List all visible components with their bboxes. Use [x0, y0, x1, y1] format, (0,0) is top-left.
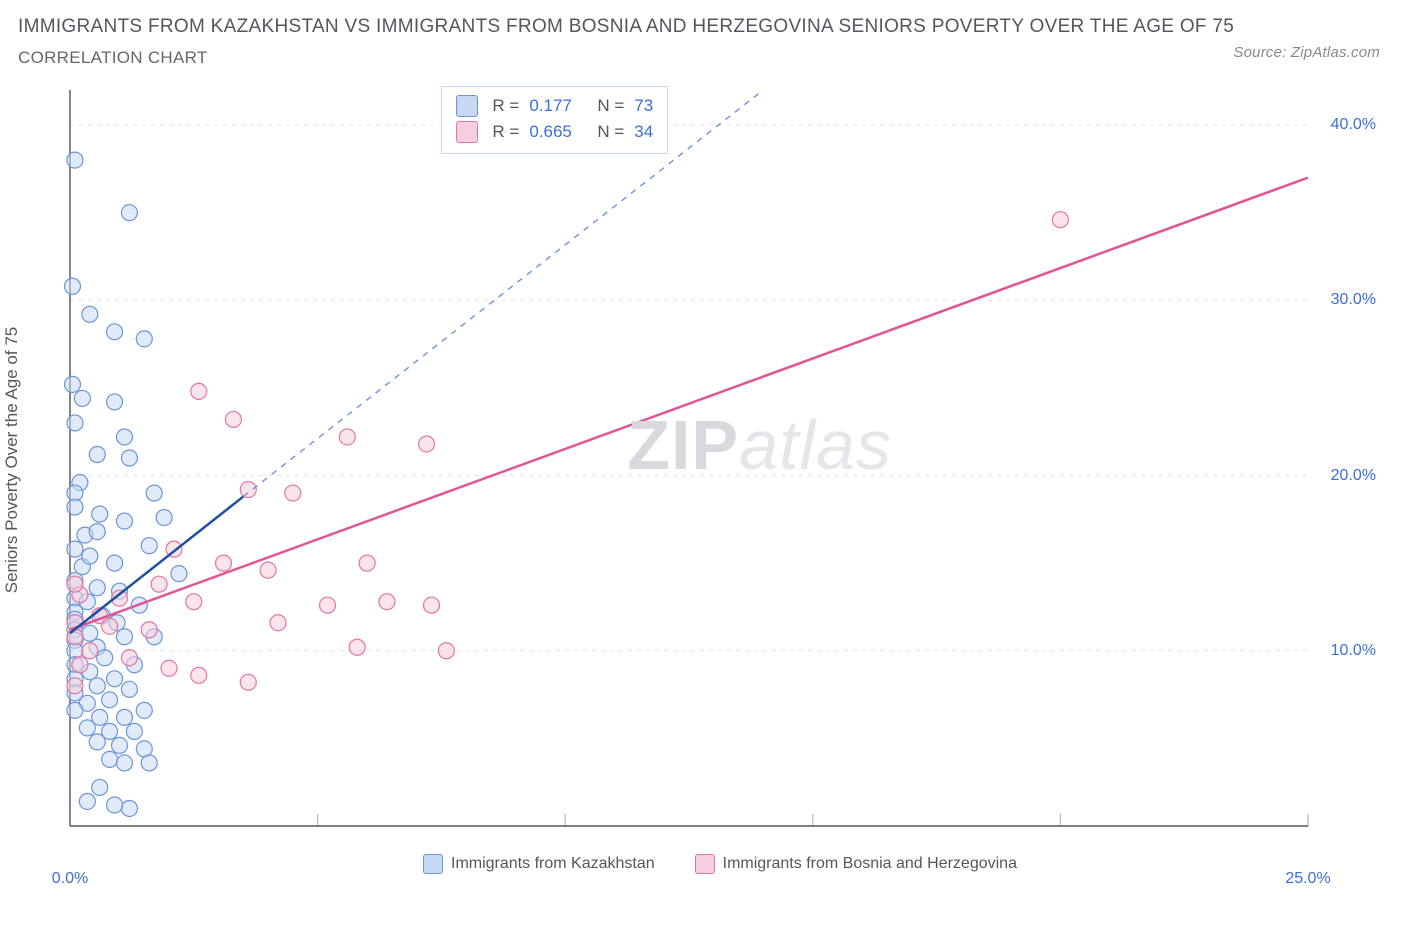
stats-row: R = 0.665 N = 34: [456, 119, 653, 145]
y-tick-label: 20.0%: [1331, 467, 1376, 485]
legend-item: Immigrants from Bosnia and Herzegovina: [695, 854, 1017, 874]
stats-n-value: 34: [634, 119, 653, 145]
legend-label: Immigrants from Kazakhstan: [451, 855, 655, 873]
stats-r-value: 0.177: [529, 93, 587, 119]
page-title: IMMIGRANTS FROM KAZAKHSTAN VS IMMIGRANTS…: [18, 16, 1234, 38]
stats-r-label: R =: [492, 119, 519, 145]
source-label: Source:: [1233, 44, 1286, 61]
correlation-stats-box: R = 0.177 N = 73 R = 0.665 N = 34: [441, 86, 668, 154]
legend-swatch: [695, 854, 715, 874]
y-axis-label: Seniors Poverty Over the Age of 75: [2, 327, 22, 593]
y-tick-label: 40.0%: [1331, 116, 1376, 134]
plot-svg: [60, 82, 1380, 872]
legend-swatch: [423, 854, 443, 874]
y-tick-label: 30.0%: [1331, 291, 1376, 309]
legend-bottom: Immigrants from Kazakhstan Immigrants fro…: [60, 854, 1380, 874]
stats-n-label: N =: [597, 119, 624, 145]
series-swatch: [456, 121, 478, 143]
legend-label: Immigrants from Bosnia and Herzegovina: [723, 855, 1017, 873]
stats-r-label: R =: [492, 93, 519, 119]
legend-item: Immigrants from Kazakhstan: [423, 854, 655, 874]
source-value: ZipAtlas.com: [1291, 44, 1380, 61]
scatter-plot: ZIPatlas R =0.177N =73R =0.665N =34 10.0…: [60, 82, 1380, 872]
stats-r-value: 0.665: [529, 119, 587, 145]
y-tick-label: 10.0%: [1331, 642, 1376, 660]
source-credit: Source: ZipAtlas.com: [1233, 44, 1380, 61]
page-subtitle: CORRELATION CHART: [18, 48, 208, 68]
stats-row: R = 0.177 N = 73: [456, 93, 653, 119]
series-swatch: [456, 95, 478, 117]
stats-n-value: 73: [634, 93, 653, 119]
stats-n-label: N =: [597, 93, 624, 119]
